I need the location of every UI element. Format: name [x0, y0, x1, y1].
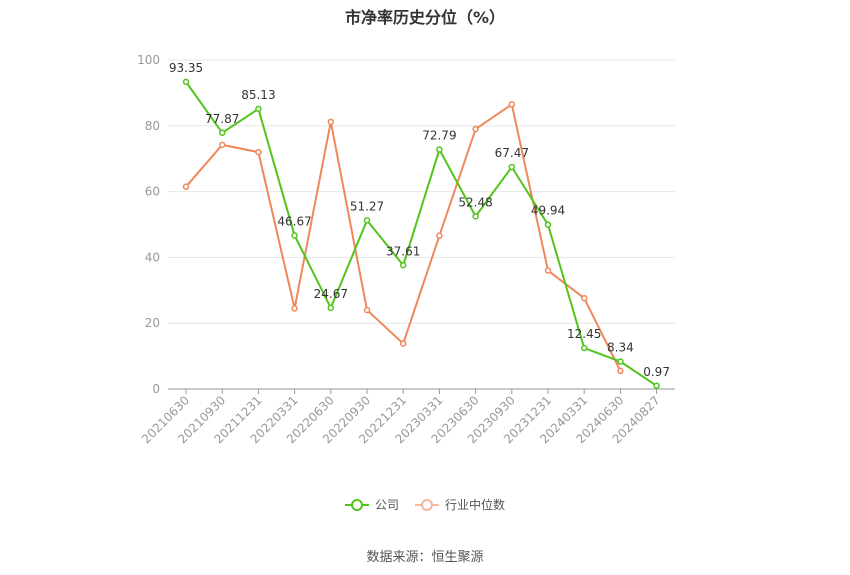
data-label: 46.67 — [277, 214, 311, 228]
grid — [168, 59, 675, 390]
point-company — [182, 78, 190, 86]
series-line-industry-median — [185, 102, 622, 372]
point-industry-median — [182, 183, 190, 190]
point-industry-median — [617, 367, 624, 375]
data-label: 24.67 — [314, 287, 348, 301]
data-label: 51.27 — [350, 199, 384, 213]
data-label: 49.94 — [531, 204, 565, 218]
legend-marker-company — [344, 498, 369, 511]
legend-item-company[interactable]: 公司 — [344, 496, 399, 513]
point-company — [218, 129, 226, 137]
y-tick-label: 40 — [145, 250, 160, 264]
point-industry-median — [544, 267, 552, 274]
chart-title: 市净率历史分位（%） — [344, 8, 506, 27]
point-industry-median — [399, 340, 407, 347]
data-label: 85.13 — [241, 88, 275, 102]
point-industry-median — [508, 101, 516, 108]
point-company — [508, 163, 516, 171]
legend: 公司 行业中位数 — [0, 496, 850, 513]
legend-marker-industry-median — [415, 498, 439, 511]
point-industry-median — [472, 125, 479, 133]
data-label: 52.48 — [458, 195, 492, 209]
y-tick-label: 60 — [145, 185, 160, 199]
data-label: 77.87 — [205, 112, 239, 126]
y-tick-label: 20 — [145, 316, 160, 330]
y-tick-label: 80 — [145, 119, 160, 133]
data-label: 12.45 — [567, 327, 601, 341]
point-company — [544, 221, 552, 228]
data-label: 0.97 — [643, 365, 670, 379]
data-label: 67.47 — [495, 146, 529, 160]
point-industry-median — [291, 305, 298, 312]
y-tick-label: 0 — [152, 382, 160, 396]
legend-item-industry-median[interactable]: 行业中位数 — [415, 496, 505, 513]
point-company — [436, 146, 443, 153]
data-label: 72.79 — [422, 129, 456, 143]
point-company — [399, 262, 407, 269]
point-company — [617, 358, 624, 365]
data-source: 数据来源：恒生聚源 — [366, 550, 484, 565]
point-company — [653, 382, 660, 390]
point-industry-median — [255, 148, 262, 156]
series-points — [182, 78, 660, 390]
point-company — [327, 304, 335, 312]
data-label: 93.35 — [169, 61, 203, 75]
point-industry-median — [436, 232, 443, 239]
y-axis-ticks: 0 20 40 60 80 100 — [137, 53, 160, 396]
point-industry-median — [363, 306, 371, 314]
point-company — [472, 213, 479, 220]
point-industry-median — [218, 141, 226, 149]
legend-label-industry-median: 行业中位数 — [445, 498, 506, 512]
point-company — [363, 217, 371, 224]
point-industry-median — [327, 118, 335, 126]
point-company — [255, 105, 262, 113]
series-line-company — [185, 81, 658, 387]
data-label: 8.34 — [607, 341, 634, 355]
x-axis-ticks: 2021063020210930202112312022033120220630… — [139, 389, 663, 446]
data-label: 37.61 — [386, 244, 420, 258]
legend-label-company: 公司 — [374, 498, 399, 512]
point-industry-median — [580, 294, 588, 302]
y-tick-label: 100 — [137, 53, 160, 67]
point-company — [291, 232, 298, 239]
point-company — [580, 344, 588, 352]
